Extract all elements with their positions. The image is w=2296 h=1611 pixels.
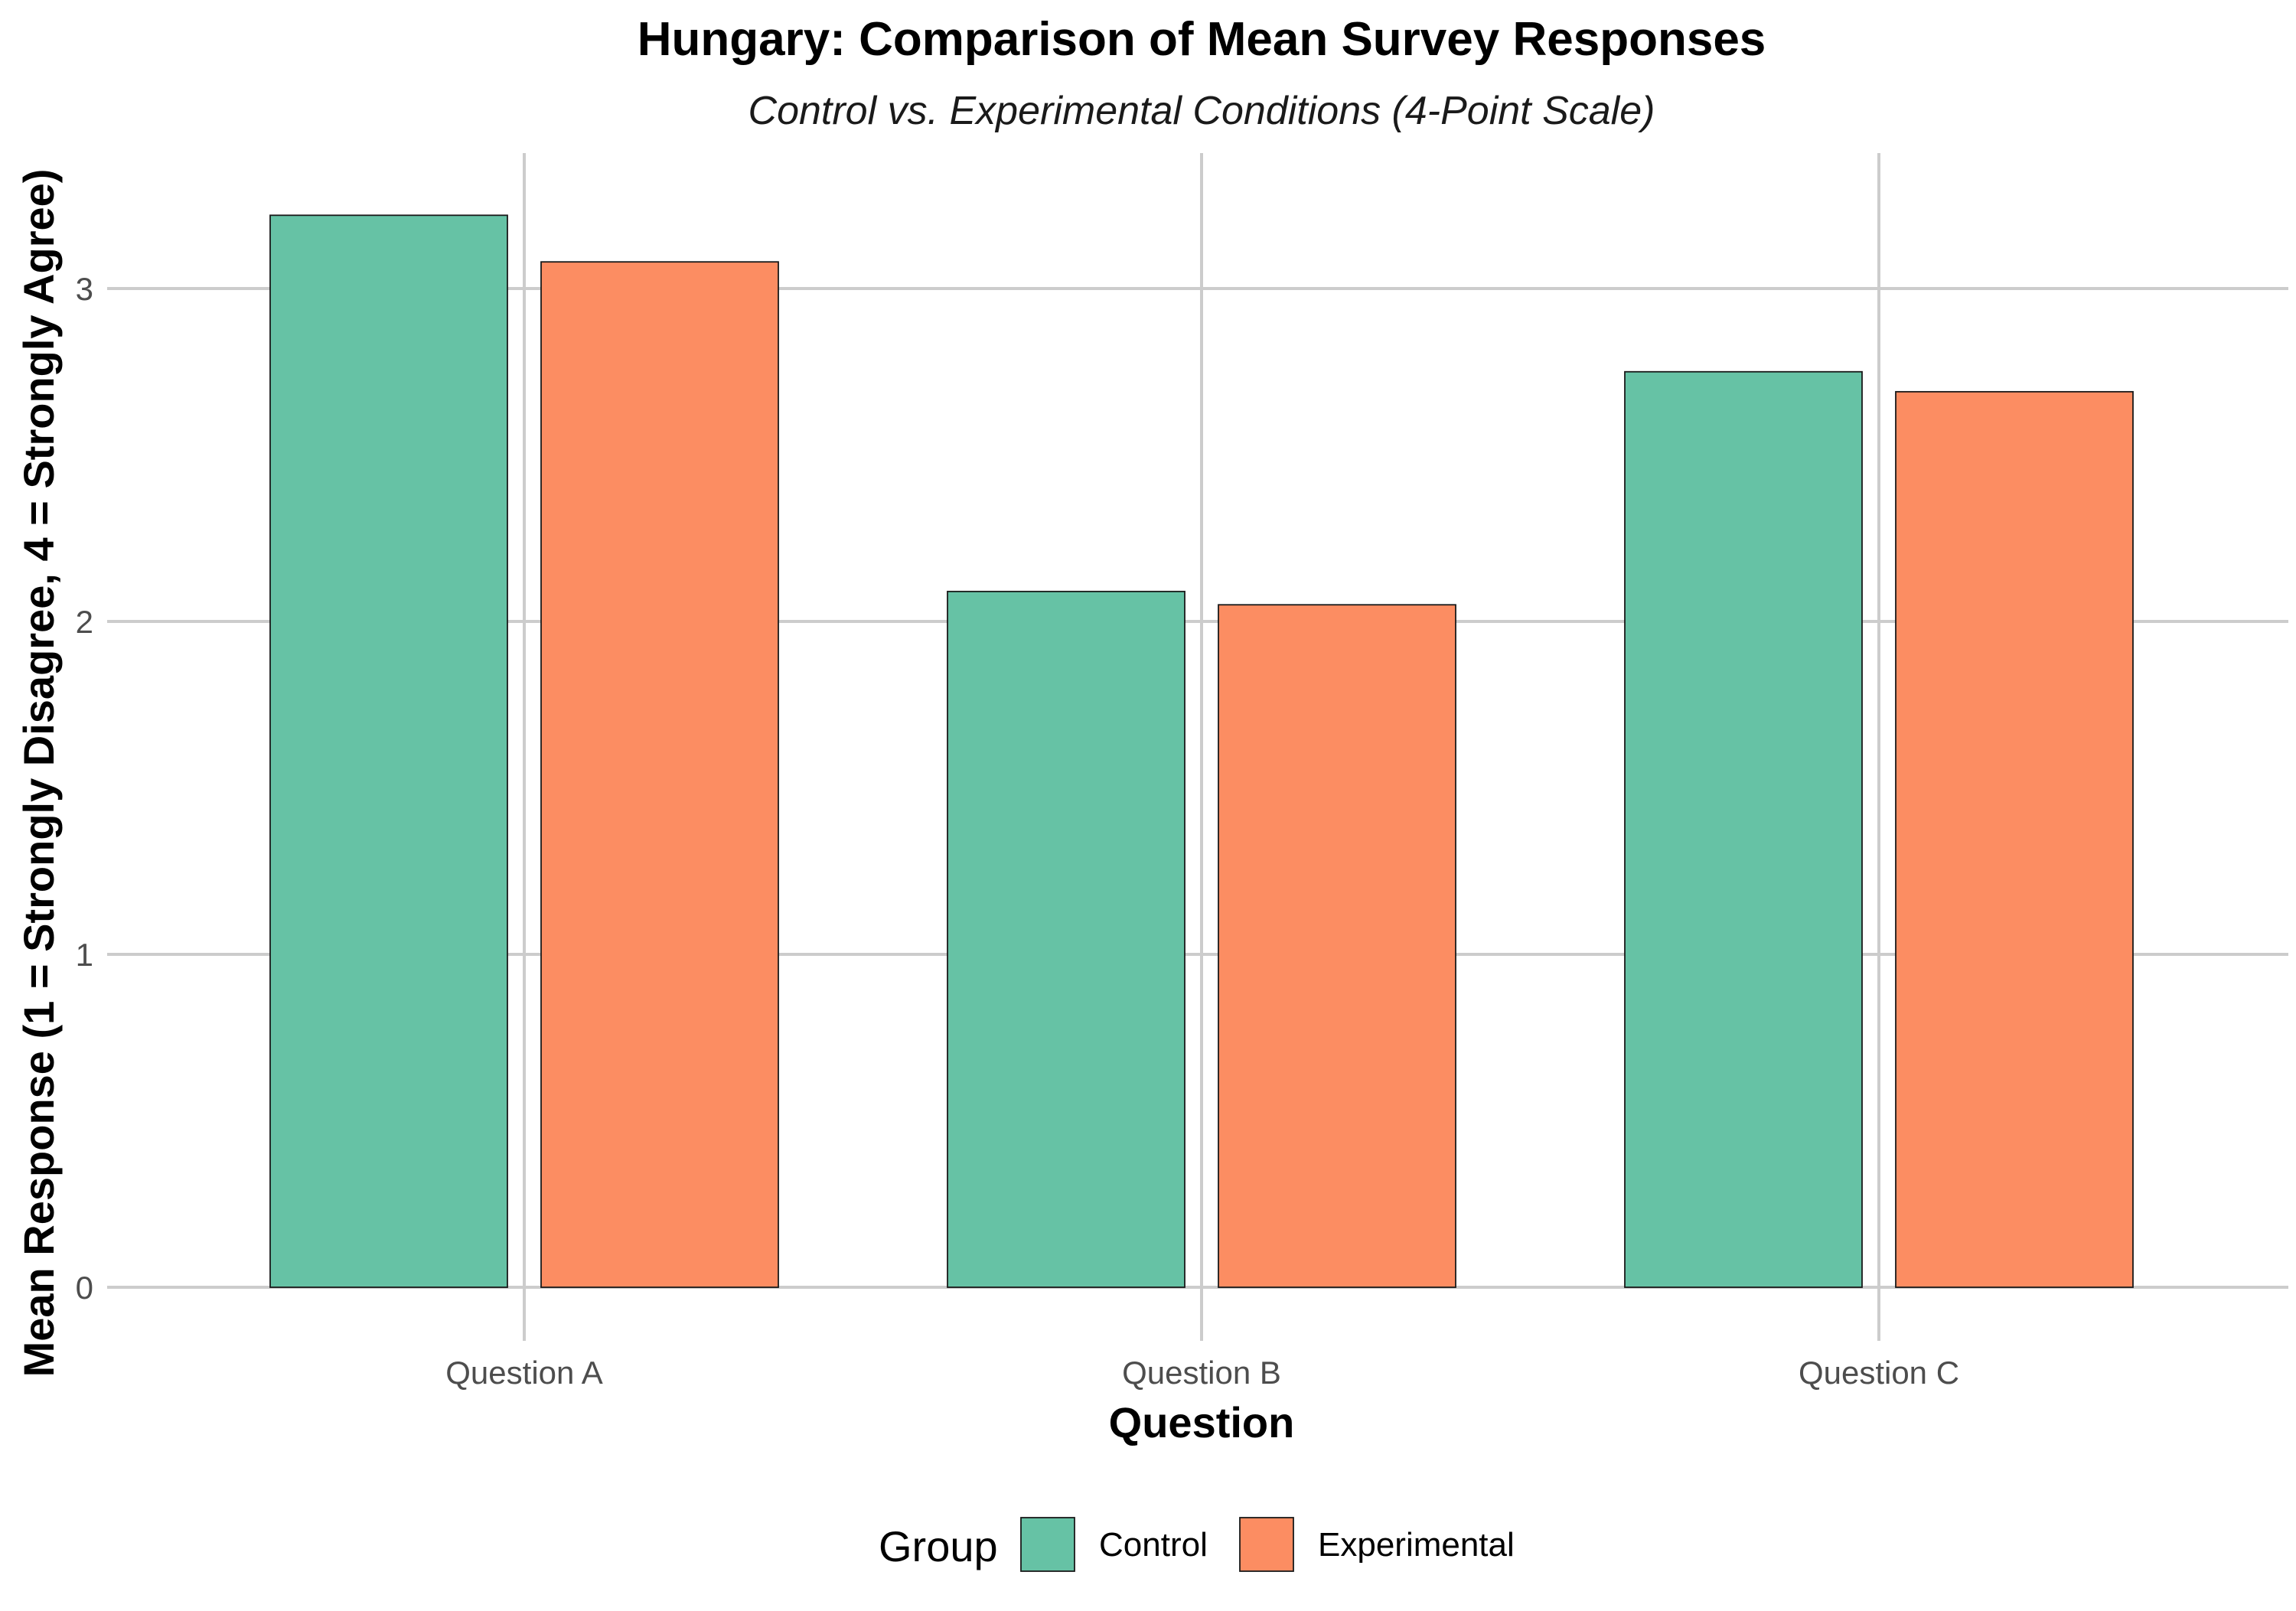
- bar-experimental-2: [1218, 604, 1456, 1288]
- y-axis-ticks: 0 1 2 3: [76, 271, 93, 1306]
- legend-items: Control Experimental: [1020, 1517, 1515, 1572]
- bar-control-1: [269, 214, 508, 1288]
- chart-subtitle: Control vs. Experimental Conditions (4-P…: [748, 89, 1655, 133]
- legend-label-control: Control: [1099, 1526, 1208, 1564]
- x-axis-ticks: Question A Question B Question C: [445, 1355, 1959, 1391]
- bar-control-2: [947, 590, 1186, 1288]
- legend-swatch-control: [1020, 1517, 1075, 1572]
- x-tick-label: Question C: [1799, 1355, 1959, 1391]
- legend: Group Control Experimental: [879, 1517, 1515, 1572]
- bar-experimental-1: [540, 261, 779, 1288]
- bar-experimental-3: [1895, 390, 2134, 1288]
- y-tick-label: 0: [76, 1270, 93, 1306]
- y-tick-label: 2: [76, 604, 93, 640]
- x-tick-label: Question A: [445, 1355, 602, 1391]
- y-tick-label: 1: [76, 937, 93, 973]
- legend-label-experimental: Experimental: [1318, 1526, 1515, 1564]
- y-tick-label: 3: [76, 271, 93, 307]
- y-axis-title: Mean Response (1 = Strongly Disagree, 4 …: [15, 169, 63, 1378]
- x-axis-title: Question: [1109, 1398, 1295, 1446]
- chart-title: Hungary: Comparison of Mean Survey Respo…: [638, 13, 1766, 66]
- legend-title: Group: [879, 1522, 998, 1570]
- bars-layer: [269, 214, 2134, 1288]
- bar-control-3: [1624, 370, 1863, 1288]
- x-tick-label: Question B: [1122, 1355, 1281, 1391]
- legend-swatch-experimental: [1239, 1517, 1294, 1572]
